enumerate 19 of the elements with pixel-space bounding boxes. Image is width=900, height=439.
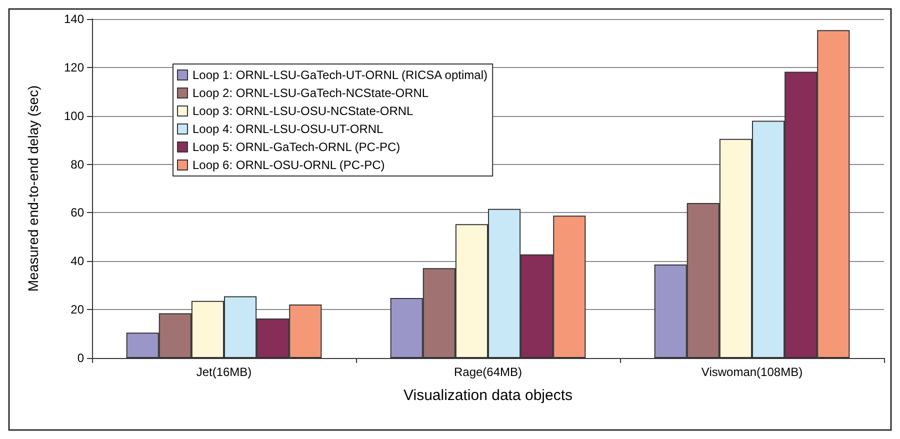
x-tick-label: Jet(16MB) bbox=[196, 365, 252, 379]
y-tick-label: 80 bbox=[70, 157, 84, 172]
y-tick-label: 40 bbox=[70, 254, 84, 268]
legend-label: Loop 4: ORNL-LSU-OSU-UT-ORNL bbox=[192, 122, 384, 136]
x-tick-label: Viswoman(108MB) bbox=[701, 365, 803, 379]
x-axis-title: Visualization data objects bbox=[404, 387, 572, 404]
y-tick-label: 120 bbox=[64, 60, 84, 74]
y-tick-label: 0 bbox=[77, 351, 84, 365]
legend-label: Loop 6: ORNL-OSU-ORNL (PC-PC) bbox=[192, 158, 385, 172]
legend-label: Loop 3: ORNL-LSU-OSU-NCState-ORNL bbox=[192, 104, 414, 118]
x-tick-label: Rage(64MB) bbox=[454, 365, 522, 379]
legend-label: Loop 1: ORNL-LSU-GaTech-UT-ORNL (RICSA optimal) bbox=[192, 68, 488, 82]
y-tick-label: 20 bbox=[70, 302, 84, 317]
legend-label: Loop 2: ORNL-LSU-GaTech-NCState-ORNL bbox=[192, 86, 429, 100]
legend-label: Loop 5: ORNL-GaTech-ORNL (PC-PC) bbox=[192, 140, 400, 154]
y-tick-label: 140 bbox=[64, 12, 84, 26]
y-axis-title: Measured end-to-end delay (sec) bbox=[25, 85, 41, 292]
y-tick-label: 100 bbox=[64, 108, 84, 123]
y-tick-label: 60 bbox=[70, 206, 84, 220]
